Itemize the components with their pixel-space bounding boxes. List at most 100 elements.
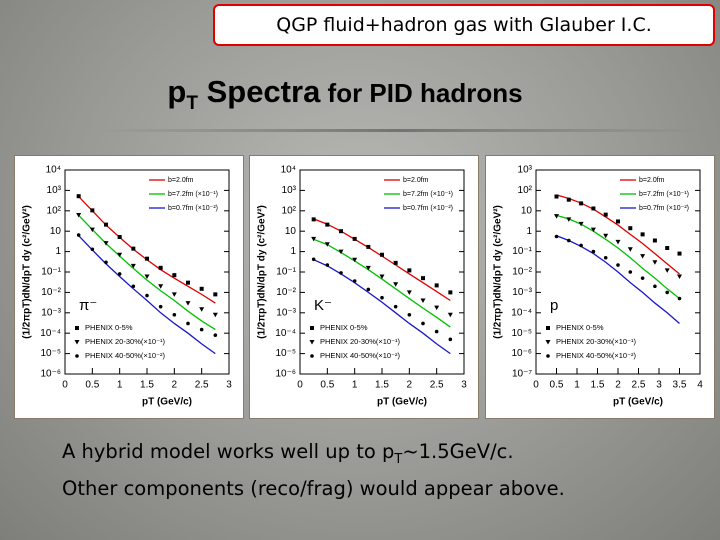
x-tick-label: 1.5 — [591, 380, 605, 391]
data-point — [158, 284, 164, 289]
note-text: A hybrid model works well up to p — [62, 440, 395, 463]
particle-label: π⁻ — [79, 297, 97, 314]
data-point — [664, 268, 670, 273]
data-point — [144, 274, 150, 280]
legend-marker — [545, 340, 551, 345]
data-point — [352, 257, 358, 263]
data-point — [554, 214, 559, 219]
x-tick-label: 3 — [226, 380, 232, 391]
x-tick-label: 2.5 — [430, 380, 444, 391]
x-tick-label: 3.5 — [673, 380, 687, 391]
chart-panel: 10⁻⁶ 10⁻⁵ 10⁻⁴ 10⁻³ 10⁻² 10⁻¹ 1 10 10² 10³ 10⁴ 0 0.5… — [249, 155, 479, 419]
data-point — [554, 194, 559, 199]
data-point — [76, 213, 82, 218]
legend-label: b=0.7fm (×10⁻²) — [639, 205, 689, 212]
y-tick-label: 10⁻⁴ — [275, 328, 296, 339]
notes: A hybrid model works well up to pT~1.5Ge… — [62, 437, 565, 503]
y-tick-label: 10² — [282, 205, 297, 216]
data-point — [603, 233, 609, 239]
data-point — [311, 257, 316, 262]
data-point — [90, 247, 95, 252]
chart-panel: 10⁻⁶ 10⁻⁵ 10⁻⁴ 10⁻³ 10⁻² 10⁻¹ 1 10 10² 10³ 10⁴ 0 0.5… — [14, 155, 244, 419]
y-tick-label: 10³ — [47, 185, 62, 196]
legend-label: b=7.2fm (×10⁻¹) — [639, 191, 689, 198]
data-point — [89, 227, 95, 233]
data-point — [590, 227, 596, 233]
data-point — [640, 232, 645, 237]
x-tick-label: 0 — [533, 380, 539, 391]
data-point — [90, 208, 95, 213]
data-point — [591, 249, 596, 254]
y-tick-label: 10⁻⁵ — [511, 328, 532, 339]
data-point — [199, 286, 204, 291]
x-axis-label: pT (GeV/c) — [377, 397, 427, 408]
legend-label: b=0.7fm (×10⁻²) — [168, 205, 218, 212]
y-tick-label: 10⁻¹ — [41, 267, 61, 278]
x-tick-label: 3 — [461, 380, 467, 391]
data-point — [566, 197, 571, 202]
y-tick-label: 10⁻⁶ — [511, 348, 532, 359]
model-curve — [78, 214, 216, 331]
data-point — [640, 276, 645, 280]
y-tick-label: 10⁻¹ — [276, 267, 296, 278]
chart: 10⁻⁷ 10⁻⁶ 10⁻⁵ 10⁻⁴ 10⁻³ 10⁻² 10⁻¹ 1 10 10² 10³ 0 0.… — [493, 165, 704, 408]
x-tick-label: 4 — [697, 380, 703, 391]
y-tick-label: 10⁻¹ — [512, 246, 532, 257]
note-text: ~1.5GeV/c. — [402, 440, 514, 463]
y-tick-label: 10⁻⁴ — [40, 328, 61, 339]
data-point — [352, 236, 357, 241]
data-point — [616, 263, 620, 267]
data-point — [311, 236, 317, 242]
data-point — [325, 222, 330, 227]
legend-label: PHENIX 0-5% — [320, 323, 368, 332]
data-point — [652, 238, 657, 243]
data-point — [186, 280, 190, 285]
data-point — [653, 284, 657, 289]
data-point — [311, 217, 316, 222]
data-point — [117, 252, 123, 258]
data-point — [366, 244, 371, 249]
y-tick-label: 10 — [521, 205, 533, 216]
y-tick-label: 10 — [50, 226, 62, 237]
legend-label: b=2.0fm — [639, 177, 665, 184]
x-tick-label: 2.5 — [195, 380, 209, 391]
banner: QGP fluid+hadron gas with Glauber I.C. — [213, 4, 715, 46]
data-point — [131, 284, 136, 289]
x-tick-label: 0.5 — [85, 380, 99, 391]
data-point — [628, 270, 633, 274]
data-point — [325, 263, 330, 267]
title-text: for PID hadrons — [320, 78, 523, 108]
data-point — [603, 212, 608, 217]
x-tick-label: 0 — [62, 380, 68, 391]
data-point — [172, 273, 177, 278]
y-tick-label: 10⁻³ — [276, 307, 296, 318]
data-point — [352, 279, 357, 283]
data-point — [393, 260, 398, 265]
y-tick-label: 1 — [55, 246, 61, 257]
data-point — [407, 268, 412, 273]
data-point — [627, 247, 633, 252]
x-tick-label: 2 — [172, 380, 178, 391]
data-point — [339, 229, 343, 234]
legend-label: b=2.0fm — [168, 177, 194, 184]
data-point — [117, 234, 122, 239]
data-point — [158, 304, 163, 309]
data-point — [603, 255, 608, 260]
data-point — [185, 301, 191, 306]
y-tick-label: 10² — [518, 185, 533, 196]
data-point — [145, 293, 149, 298]
legend-marker — [75, 326, 79, 330]
y-tick-label: 10⁻⁶ — [40, 369, 61, 380]
note-subscript: T — [394, 451, 403, 467]
model-curve — [313, 259, 451, 355]
data-point — [76, 233, 81, 237]
legend-label: PHENIX 20-30%(×10⁻¹) — [556, 337, 637, 346]
title-text: Spectra — [197, 74, 321, 109]
legend-marker — [310, 326, 314, 330]
y-tick-label: 1 — [290, 246, 296, 257]
y-tick-label: 10⁻⁵ — [275, 348, 296, 359]
y-tick-label: 10⁻² — [41, 287, 61, 298]
legend-marker — [74, 340, 80, 345]
legend-marker — [75, 354, 79, 358]
x-tick-label: 2 — [615, 380, 621, 391]
